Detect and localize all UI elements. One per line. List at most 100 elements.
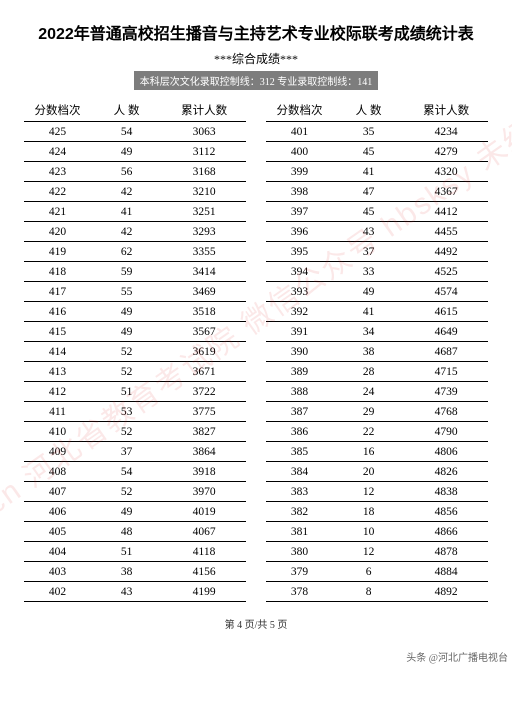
table-row: 413523671 [24, 362, 246, 382]
table-row: 410523827 [24, 422, 246, 442]
cell-count: 43 [91, 582, 162, 602]
cell-total: 4856 [404, 502, 488, 522]
page-subtitle: ***综合成绩*** [24, 50, 488, 67]
cell-count: 62 [91, 242, 162, 262]
cell-total: 3970 [162, 482, 246, 502]
table-row: 388244739 [266, 382, 488, 402]
table-row: 398474367 [266, 182, 488, 202]
table-header-row: 分数档次 人 数 累计人数 [24, 98, 246, 122]
table-row: 402434199 [24, 582, 246, 602]
cell-total: 4649 [404, 322, 488, 342]
cell-total: 4866 [404, 522, 488, 542]
cell-total: 4320 [404, 162, 488, 182]
table-row: 397454412 [266, 202, 488, 222]
table-row: 389284715 [266, 362, 488, 382]
page-title: 2022年普通高校招生播音与主持艺术专业校际联考成绩统计表 [24, 20, 488, 44]
cell-count: 52 [91, 362, 162, 382]
cell-count: 49 [333, 282, 404, 302]
cell-score: 425 [24, 122, 91, 142]
header-total: 累计人数 [404, 98, 488, 122]
table-row: 406494019 [24, 502, 246, 522]
cell-total: 3469 [162, 282, 246, 302]
cell-total: 3671 [162, 362, 246, 382]
page-number: 第 4 页/共 5 页 [24, 616, 488, 631]
score-control-line: 本科层次文化录取控制线：312 专业录取控制线：141 [134, 71, 379, 90]
cell-total: 4067 [162, 522, 246, 542]
header-total: 累计人数 [162, 98, 246, 122]
cell-score: 385 [266, 442, 333, 462]
cell-score: 414 [24, 342, 91, 362]
table-row: 409373864 [24, 442, 246, 462]
cell-total: 3293 [162, 222, 246, 242]
cell-score: 421 [24, 202, 91, 222]
cell-count: 41 [333, 302, 404, 322]
cell-score: 408 [24, 462, 91, 482]
cell-total: 4790 [404, 422, 488, 442]
cell-total: 4768 [404, 402, 488, 422]
table-row: 37884892 [266, 582, 488, 602]
cell-score: 422 [24, 182, 91, 202]
cell-score: 396 [266, 222, 333, 242]
table-row: 392414615 [266, 302, 488, 322]
cell-score: 388 [266, 382, 333, 402]
cell-total: 4715 [404, 362, 488, 382]
cell-score: 415 [24, 322, 91, 342]
cell-score: 386 [266, 422, 333, 442]
cell-total: 4838 [404, 482, 488, 502]
table-row: 404514118 [24, 542, 246, 562]
cell-score: 411 [24, 402, 91, 422]
cell-count: 10 [333, 522, 404, 542]
cell-score: 405 [24, 522, 91, 542]
cell-count: 47 [333, 182, 404, 202]
cell-total: 4878 [404, 542, 488, 562]
table-row: 400454279 [266, 142, 488, 162]
cell-total: 4455 [404, 222, 488, 242]
cell-count: 18 [333, 502, 404, 522]
cell-score: 395 [266, 242, 333, 262]
cell-score: 379 [266, 562, 333, 582]
cell-total: 4019 [162, 502, 246, 522]
cell-score: 383 [266, 482, 333, 502]
cell-total: 4884 [404, 562, 488, 582]
cell-score: 404 [24, 542, 91, 562]
cell-count: 6 [333, 562, 404, 582]
cell-score: 409 [24, 442, 91, 462]
cell-count: 45 [333, 202, 404, 222]
cell-score: 393 [266, 282, 333, 302]
cell-count: 22 [333, 422, 404, 442]
scoreline-wrap: 本科层次文化录取控制线：312 专业录取控制线：141 [24, 71, 488, 90]
table-row: 411533775 [24, 402, 246, 422]
cell-total: 4118 [162, 542, 246, 562]
cell-count: 49 [91, 322, 162, 342]
cell-count: 37 [91, 442, 162, 462]
cell-count: 37 [333, 242, 404, 262]
cell-score: 382 [266, 502, 333, 522]
cell-count: 16 [333, 442, 404, 462]
header-score: 分数档次 [266, 98, 333, 122]
cell-score: 407 [24, 482, 91, 502]
cell-count: 49 [91, 502, 162, 522]
table-row: 417553469 [24, 282, 246, 302]
cell-total: 4892 [404, 582, 488, 602]
cell-total: 4492 [404, 242, 488, 262]
header-score: 分数档次 [24, 98, 91, 122]
cell-score: 399 [266, 162, 333, 182]
cell-total: 3112 [162, 142, 246, 162]
document-page: www.hebeea.edu.cn 河北省教育考试院 微信公众号 hbsksy … [0, 0, 512, 641]
cell-total: 3414 [162, 262, 246, 282]
table-row: 422423210 [24, 182, 246, 202]
cell-score: 397 [266, 202, 333, 222]
cell-count: 54 [91, 462, 162, 482]
cell-total: 3210 [162, 182, 246, 202]
cell-count: 42 [91, 182, 162, 202]
header-count: 人 数 [91, 98, 162, 122]
table-row: 386224790 [266, 422, 488, 442]
table-row: 391344649 [266, 322, 488, 342]
cell-count: 49 [91, 142, 162, 162]
cell-score: 420 [24, 222, 91, 242]
cell-score: 418 [24, 262, 91, 282]
cell-total: 4412 [404, 202, 488, 222]
cell-score: 424 [24, 142, 91, 162]
cell-score: 384 [266, 462, 333, 482]
cell-score: 392 [266, 302, 333, 322]
